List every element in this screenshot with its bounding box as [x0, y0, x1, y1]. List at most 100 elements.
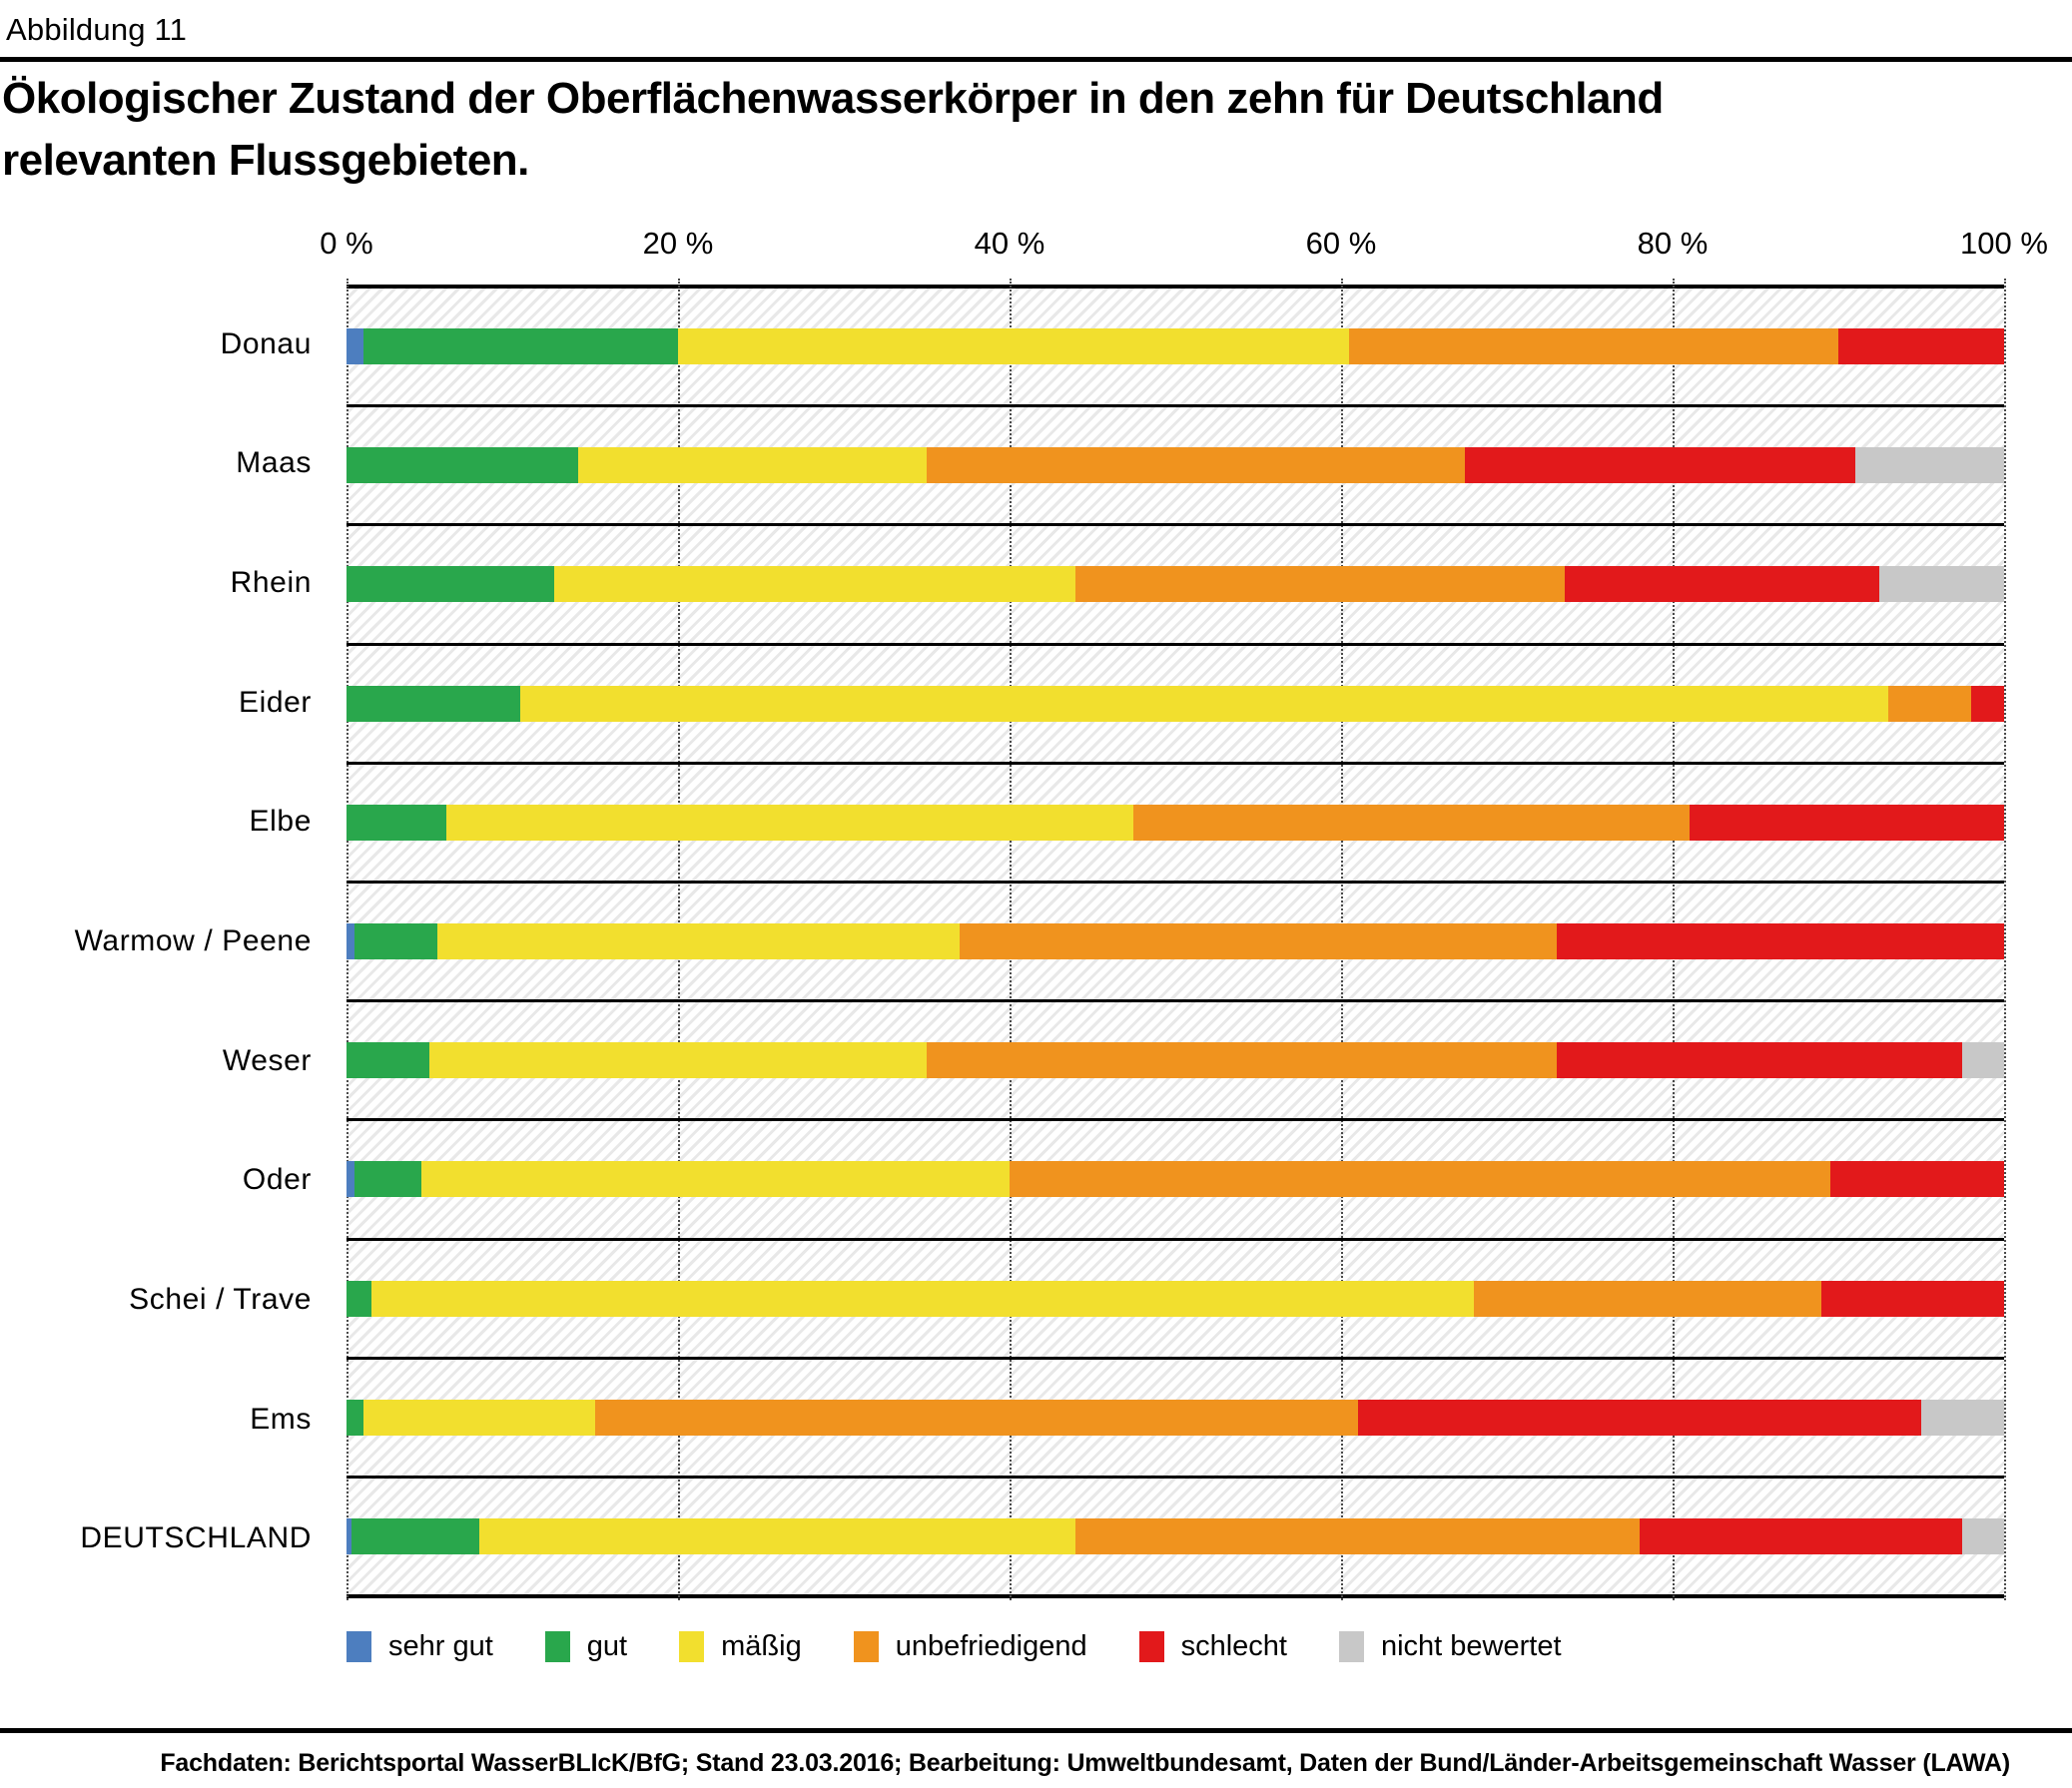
bar-segment — [429, 1042, 927, 1079]
bar-segment — [346, 1042, 429, 1079]
legend-item: unbefriedigend — [853, 1630, 1087, 1663]
stacked-bar — [346, 566, 2004, 603]
legend-item: schlecht — [1138, 1629, 1287, 1663]
legend-label: schlecht — [1180, 1629, 1287, 1662]
plot-area — [346, 279, 2006, 1600]
category-label: Schei / Trave — [129, 1282, 312, 1316]
x-tick-label: 0 % — [320, 226, 373, 261]
bar-segment — [478, 1517, 1076, 1554]
bar-row — [346, 1241, 2004, 1360]
bar-segment — [960, 923, 1557, 960]
category-label: Donau — [220, 326, 312, 360]
category-label: Ems — [250, 1402, 312, 1436]
bar-row — [346, 289, 2004, 408]
category-label: Maas — [236, 446, 312, 480]
category-label: Weser — [222, 1043, 312, 1077]
bar-segment — [346, 923, 355, 960]
category-label: DEUTSCHLAND — [80, 1521, 312, 1555]
stacked-bar — [346, 804, 2004, 841]
bar-segment — [346, 447, 579, 484]
bar-segment — [1837, 328, 2004, 365]
stacked-bar — [346, 1280, 2004, 1317]
x-tick-label: 20 % — [642, 226, 714, 261]
bar-segment — [1357, 1399, 1921, 1436]
bar-segment — [1465, 447, 1855, 484]
bar-segment — [578, 447, 927, 484]
legend-item: sehr gut — [346, 1630, 493, 1663]
x-tick-label: 60 % — [1305, 226, 1377, 261]
bar-segment — [594, 1399, 1358, 1436]
bar-row — [346, 1002, 2004, 1122]
bar-segment — [346, 804, 446, 841]
bar-segment — [1075, 566, 1566, 603]
bar-segment — [1556, 1042, 1963, 1079]
bar-segment — [1829, 1161, 2004, 1198]
bar-segment — [1639, 1517, 1963, 1554]
figure-label: Abbildung 11 — [6, 12, 188, 47]
legend-swatch — [346, 1630, 371, 1662]
legend-swatch — [1138, 1630, 1164, 1662]
bar-segment — [1349, 328, 1838, 365]
legend-label: gut — [586, 1629, 628, 1662]
bar-segment — [1565, 566, 1880, 603]
category-label: Warmow / Peene — [74, 924, 312, 958]
bar-segment — [346, 1280, 371, 1317]
bar-segment — [362, 1399, 595, 1436]
bar-row — [346, 526, 2004, 646]
bar-segment — [346, 566, 554, 603]
bar-segment — [1970, 685, 2004, 722]
bar-segment — [370, 1280, 1474, 1317]
legend-swatch — [544, 1630, 570, 1662]
x-tick-label: 40 % — [974, 226, 1045, 261]
category-label: Elbe — [249, 805, 312, 839]
legend-swatch — [679, 1630, 705, 1662]
legend-item: nicht bewertet — [1338, 1629, 1562, 1663]
stacked-bar — [346, 923, 2004, 960]
legend-label: sehr gut — [388, 1629, 493, 1662]
legend-label: nicht bewertet — [1380, 1629, 1562, 1662]
bar-segment — [1854, 447, 2004, 484]
bar-segment — [346, 1399, 363, 1436]
bar-row — [346, 884, 2004, 1003]
gridline — [2004, 279, 2006, 1600]
stacked-bar — [346, 447, 2004, 484]
bar-row — [346, 407, 2004, 527]
bar-segment — [1473, 1280, 1822, 1317]
category-label: Oder — [242, 1163, 312, 1197]
bar-segment — [520, 685, 1888, 722]
category-label: Rhein — [230, 566, 312, 600]
bar-segment — [437, 923, 961, 960]
bar-segment — [346, 328, 363, 365]
category-labels: Donau Maas Rhein Eider Elbe Warmow / Peene Wes… — [0, 285, 312, 1598]
bar-row — [346, 646, 2004, 765]
bar-segment — [354, 1161, 421, 1198]
x-tick-label: 80 % — [1637, 226, 1709, 261]
legend: sehr gut gut mäßig unbefriedigend schlecht ni… — [346, 1627, 1562, 1665]
figure-title-line2: relevanten Flussgebieten. — [2, 136, 529, 186]
stacked-bar — [346, 1161, 2004, 1198]
bar-segment — [445, 804, 1134, 841]
category-label: Eider — [238, 685, 312, 719]
bar-segment — [362, 328, 678, 365]
bar-row — [346, 1479, 2004, 1594]
stacked-bar — [346, 1517, 2004, 1554]
footer-rule — [0, 1728, 2072, 1733]
legend-swatch — [1338, 1630, 1364, 1662]
bar-segment — [1887, 685, 1971, 722]
bar-rows — [346, 289, 2004, 1594]
bar-row — [346, 1360, 2004, 1479]
bar-segment — [677, 328, 1350, 365]
top-rule — [0, 57, 2072, 62]
stacked-bar — [346, 1042, 2004, 1079]
x-tick-label: 100 % — [1960, 226, 2048, 261]
legend-item: mäßig — [679, 1630, 802, 1663]
bar-row — [346, 1121, 2004, 1241]
bar-segment — [1009, 1161, 1830, 1198]
bar-segment — [346, 1517, 351, 1554]
bar-segment — [346, 685, 521, 722]
stacked-bar — [346, 685, 2004, 722]
bar-segment — [1962, 1517, 2004, 1554]
figure-title-line1: Ökologischer Zustand der Oberflächenwass… — [2, 74, 1664, 123]
bar-segment — [927, 1042, 1557, 1079]
legend-swatch — [853, 1630, 879, 1662]
